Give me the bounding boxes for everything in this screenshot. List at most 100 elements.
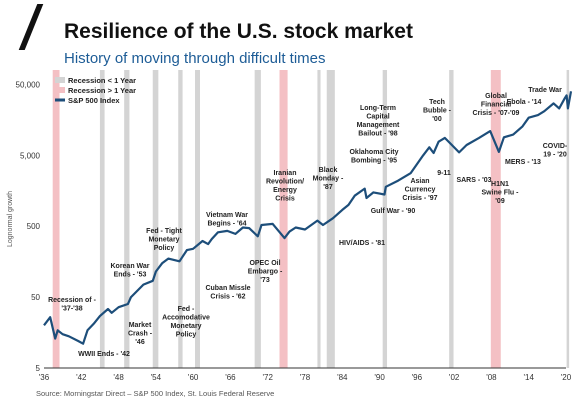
annotation-line: Fed - Tight: [146, 228, 182, 235]
legend-label: Recession < 1 Year: [68, 76, 136, 85]
x-tick-label: '48: [113, 373, 124, 382]
annotation-label: Asian Currency Crisis - '97: [402, 178, 437, 202]
recession-band-short: [382, 70, 388, 368]
x-tick-label: '78: [300, 373, 311, 382]
recession-band-short: [124, 70, 130, 368]
legend-swatch-short: [55, 77, 65, 83]
annotation-line: Black: [319, 167, 338, 174]
chart-title: Resilience of the U.S. stock market: [64, 20, 413, 43]
annotation-line: Crisis - '07-'09: [473, 110, 520, 117]
x-tick-label: '60: [188, 373, 199, 382]
recession-band-short: [449, 70, 454, 368]
y-tick-label: 500: [27, 222, 41, 231]
annotation-line: Bubble -: [423, 108, 452, 115]
sp500-line: [43, 91, 573, 345]
annotation-line: Monetary: [170, 323, 201, 330]
annotation-label: Ebola - '14: [507, 99, 542, 106]
x-tick-label: '84: [337, 373, 348, 382]
annotation-line: Crisis - '62: [210, 294, 245, 301]
annotation-line: Embargo -: [248, 269, 283, 276]
annotation-line: '87: [323, 184, 333, 191]
annotation-line: '46: [135, 339, 145, 346]
annotation-label: Long-Term Capital Management Bailout - '98: [357, 105, 400, 138]
annotation-line: Accomodative: [162, 315, 210, 322]
x-tick-label: '42: [76, 373, 87, 382]
annotation-label: Gulf War - '90: [371, 208, 416, 215]
annotation-label: Tech Bubble -'00: [423, 99, 452, 123]
recession-band-long: [52, 70, 60, 368]
annotation-line: Financial: [481, 102, 511, 109]
recession-band-short: [317, 70, 321, 368]
annotation-label: COVID- 19 - '20: [543, 143, 568, 159]
annotation-line: Swine Flu -: [482, 190, 520, 197]
x-tick-label: '08: [486, 373, 497, 382]
annotation-line: H1N1: [491, 181, 509, 188]
recession-band-long: [279, 70, 288, 368]
annotation-line: 19 - '20: [543, 152, 567, 159]
y-tick-label: 50,000: [16, 80, 41, 89]
chart-subtitle: History of moving through difficult time…: [64, 50, 326, 67]
annotation-line: Policy: [154, 245, 175, 252]
annotation-line: Iranian: [274, 170, 297, 177]
recession-band-short: [152, 70, 159, 368]
annotation-label: Vietnam War Begins - '64: [206, 212, 248, 228]
annotation-line: '73: [260, 277, 270, 284]
annotation-line: Monday -: [313, 176, 344, 183]
annotation-label: OPEC Oil Embargo -'73: [248, 260, 283, 284]
annotation-label: WWII Ends - '42: [78, 351, 130, 358]
annotation-line: '00: [432, 116, 442, 123]
annotation-line: Crash -: [128, 331, 153, 338]
x-tick-label: '02: [449, 373, 460, 382]
legend-swatch-long: [55, 87, 65, 93]
chart-axes: '36 '42 '48 '54 '60 '66 '72 '78 '84 '90 '96 '02 '08 '…: [7, 80, 572, 382]
y-tick-label: 50: [31, 293, 40, 302]
annotation-label: SARS - '03: [456, 177, 491, 184]
y-tick-label: 5,000: [20, 151, 41, 160]
annotation-label: Oklahoma City Bombing - '95: [349, 149, 398, 165]
x-tick-label: '54: [151, 373, 162, 382]
annotation-line: Fed -: [178, 306, 195, 313]
annotation-line: Ends - '53: [114, 272, 147, 279]
annotation-line: MERS - '13: [505, 159, 541, 166]
annotation-line: Revolution/: [266, 179, 304, 186]
annotation-label: Cuban Missle Crisis - '62: [205, 285, 250, 301]
annotation-line: HIV/AIDS - '81: [339, 240, 385, 247]
annotation-label: Fed - Tight Monetary Policy: [146, 228, 182, 252]
annotation-line: COVID-: [543, 143, 568, 150]
annotation-label: Market Crash -'46: [128, 322, 153, 346]
annotation-line: Crisis: [275, 196, 295, 203]
annotation-line: Currency: [405, 187, 436, 194]
x-tick-label: '72: [262, 373, 273, 382]
source-note: Source: Morningstar Direct – S&P 500 Ind…: [36, 389, 275, 398]
annotation-label: Korean War Ends - '53: [110, 263, 149, 279]
annotation-line: Begins - '64: [207, 221, 246, 228]
annotation-line: Korean War: [110, 263, 149, 270]
annotation-line: Global: [485, 93, 507, 100]
recession-band-short: [99, 70, 105, 368]
annotation-line: Oklahoma City: [349, 149, 398, 156]
annotation-label: Global Financial Crisis - '07-'09: [473, 93, 520, 117]
x-tick-label: '36: [39, 373, 50, 382]
chart-annotations: Recession of - '37-'38 WWII Ends - '42 Mark…: [48, 87, 568, 358]
annotation-line: 9-11: [437, 170, 451, 177]
annotation-label: Black Monday -'87: [313, 167, 344, 191]
annotation-label: Recession of - '37-'38: [48, 297, 97, 313]
annotation-line: Management: [357, 122, 400, 129]
annotation-line: Market: [129, 322, 152, 329]
x-tick-label: '66: [225, 373, 236, 382]
annotation-line: Gulf War - '90: [371, 208, 416, 215]
annotation-label: MERS - '13: [505, 159, 541, 166]
annotation-line: OPEC Oil: [249, 260, 280, 267]
annotation-line: Policy: [176, 332, 197, 339]
recession-band-short: [195, 70, 200, 368]
recession-band-short: [254, 70, 261, 368]
y-tick-label: 5: [36, 364, 41, 373]
annotation-line: Recession of -: [48, 297, 97, 304]
annotation-line: Cuban Missle: [205, 285, 250, 292]
annotation-line: Trade War: [528, 87, 562, 94]
annotation-label: Trade War: [528, 87, 562, 94]
annotation-line: '37-'38: [61, 306, 82, 313]
annotation-line: Ebola - '14: [507, 99, 542, 106]
legend-label: S&P 500 Index: [68, 96, 120, 105]
